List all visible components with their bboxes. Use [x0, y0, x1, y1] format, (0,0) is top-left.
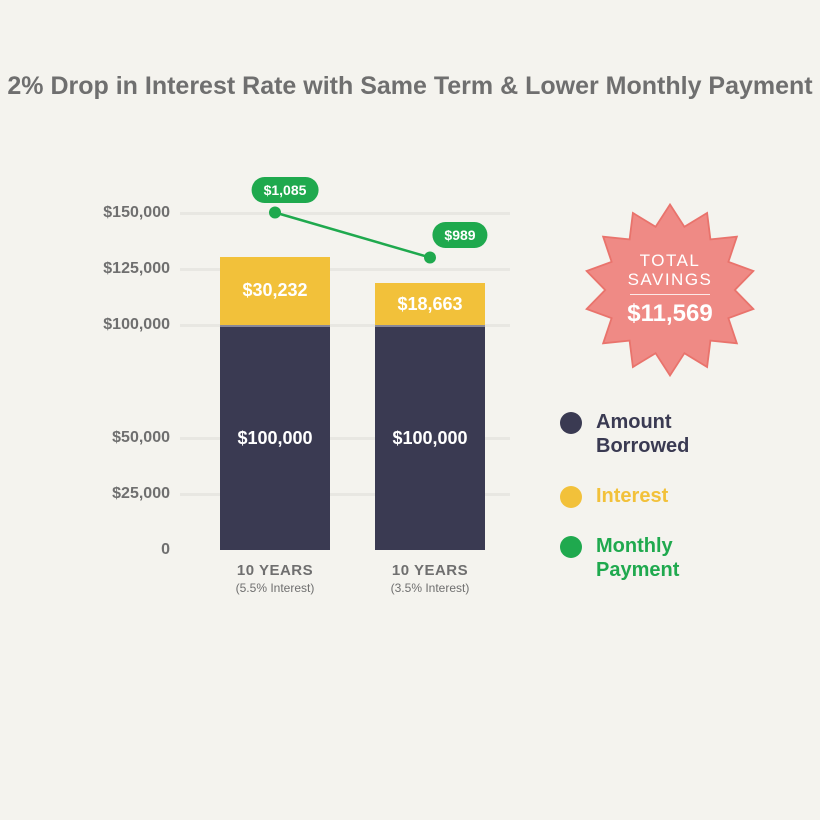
legend-label: Monthly Payment	[596, 534, 740, 582]
savings-divider	[630, 294, 710, 295]
chart-area: 0$25,000$50,000$100,000$125,000$150,000$…	[90, 190, 510, 590]
legend: Amount Borrowed Interest Monthly Payment	[560, 410, 740, 608]
y-tick-label: $100,000	[85, 316, 170, 334]
x-axis-label: 10 YEARS (3.5% Interest)	[375, 562, 485, 595]
legend-item: Monthly Payment	[560, 534, 740, 582]
chart-title: 2% Drop in Interest Rate with Same Term …	[0, 70, 820, 103]
x-label-top: 10 YEARS	[375, 562, 485, 579]
y-tick-label: $125,000	[85, 260, 170, 278]
x-label-sub: (3.5% Interest)	[375, 581, 485, 595]
savings-label-bottom: SAVINGS	[628, 271, 713, 290]
legend-label: Interest	[596, 484, 668, 508]
legend-item: Interest	[560, 484, 740, 508]
x-label-top: 10 YEARS	[220, 562, 330, 579]
legend-label: Amount Borrowed	[596, 410, 740, 458]
y-tick-label: 0	[85, 541, 170, 559]
legend-dot-icon	[560, 412, 582, 434]
legend-dot-icon	[560, 536, 582, 558]
chart-plot: 0$25,000$50,000$100,000$125,000$150,000$…	[180, 190, 510, 550]
savings-value: $11,569	[627, 300, 712, 328]
savings-badge-text: TOTAL SAVINGS $11,569	[580, 200, 760, 380]
legend-item: Amount Borrowed	[560, 410, 740, 458]
savings-label-top: TOTAL	[640, 252, 701, 271]
x-axis-label: 10 YEARS (5.5% Interest)	[220, 562, 330, 595]
x-label-sub: (5.5% Interest)	[220, 581, 330, 595]
y-tick-label: $50,000	[85, 429, 170, 447]
monthly-payment-pill: $1,085	[252, 177, 319, 203]
y-tick-label: $150,000	[85, 204, 170, 222]
monthly-payment-pill: $989	[432, 222, 487, 248]
savings-badge: TOTAL SAVINGS $11,569	[580, 200, 760, 380]
legend-dot-icon	[560, 486, 582, 508]
y-tick-label: $25,000	[85, 485, 170, 503]
